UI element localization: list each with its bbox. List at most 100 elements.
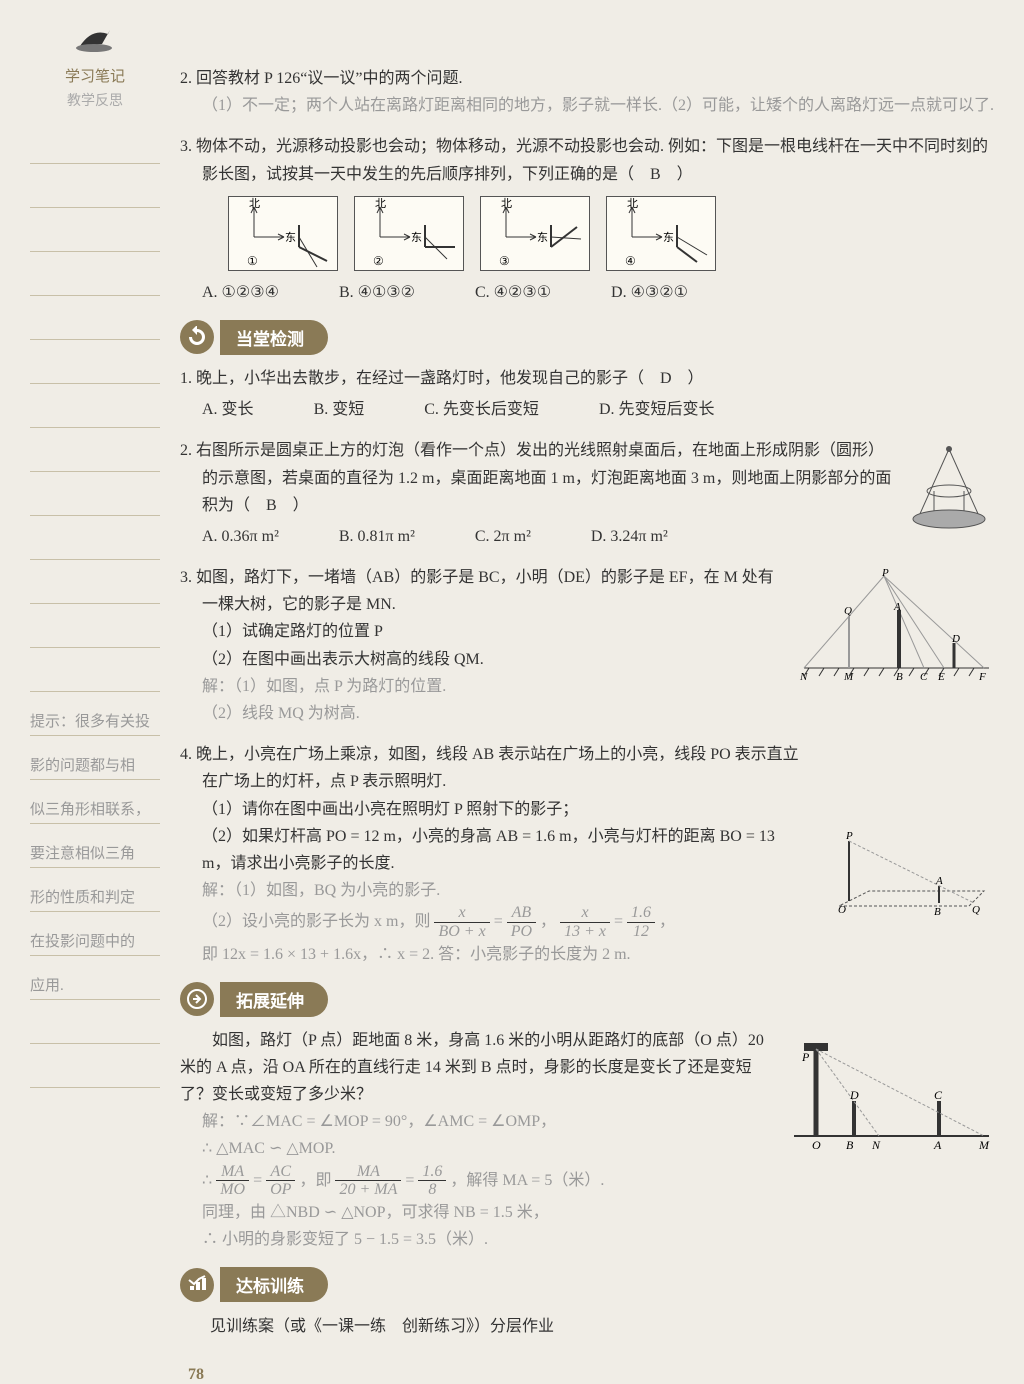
svg-text:D: D [849,1088,859,1102]
svg-text:M: M [843,671,854,683]
opt-b: B. ④①③② [339,279,415,306]
q-num: 4. [180,746,192,763]
solution: （2）线段 MQ 为树高. [202,700,994,727]
sidebar: 学习笔记 教学反思 提示：很多有关投影的问题都与相似三角形相联系，要注意相似三角… [30,10,160,1384]
svg-text:东: 东 [285,231,296,244]
note-line [30,384,160,428]
wall-shadow-diagram: P Q A D N M B C E F [794,568,994,692]
note-line [30,1044,160,1088]
final-text: 见训练案（或《一课一练 创新练习》）分层作业 [210,1312,994,1336]
question-3: 3. 物体不动，光源移动投影也会动；物体移动，光源不动投影也会动. 例如：下图是… [180,133,994,306]
svg-text:④: ④ [625,254,636,268]
note-line: 在投影问题中的 [30,912,160,956]
shadow-diagram: 北 东 ③ [480,196,590,271]
svg-text:N: N [871,1138,881,1151]
note-line [30,648,160,692]
note-line [30,472,160,516]
svg-text:②: ② [373,254,384,268]
lamp-table-diagram [904,441,994,540]
q-text: 晚上，小亮在广场上乘凉，如图，线段 AB 表示站在广场上的小亮，线段 PO 表示… [196,746,799,790]
plaza-diagram: P O A B Q [814,831,994,940]
solution: 即 12x = 1.6 × 13 + 1.6x，∴ x = 2. 答：小亮影子的… [202,941,994,968]
note-line: 要注意相似三角 [30,824,160,868]
section-header-2: 拓展延伸 [180,982,994,1017]
svg-text:D: D [951,633,960,645]
svg-text:F: F [978,671,986,683]
shadow-diagram: 北 东 ① [228,196,338,271]
main-content: 2. 回答教材 P 126“议一议”中的两个问题. （1）不一定；两个人站在离路… [180,10,994,1384]
note-line [30,516,160,560]
svg-text:E: E [937,671,945,683]
note-line [30,340,160,384]
svg-text:B: B [896,671,903,683]
note-line [30,164,160,208]
note-line: 应用. [30,956,160,1000]
shadow-diagram: 北 东 ④ [606,196,716,271]
note-line [30,428,160,472]
note-line [30,1000,160,1044]
sidebar-title: 学习笔记 [30,65,160,86]
q-num: 1. [180,370,192,387]
opt-c: C. 先变长后变短 [424,396,539,423]
chart-icon [180,1268,214,1302]
note-line: 似三角形相联系， [30,780,160,824]
q-text: 右图所示是圆桌正上方的灯泡（看作一个点）发出的光线照射桌面后，在地面上形成阴影（… [196,442,891,513]
section-title: 达标训练 [220,1267,328,1302]
shadow-diagram: 北 东 ② [354,196,464,271]
sub-question: （1）请你在图中画出小亮在照明灯 P 照射下的影子； [202,796,994,823]
opt-d: D. 先变短后变长 [599,396,715,423]
section-title: 拓展延伸 [220,982,328,1017]
q-num: 3. [180,138,192,155]
q-text: 如图，路灯下，一堵墙（AB）的影子是 BC，小明（DE）的影子是 EF，在 M … [196,569,774,613]
svg-text:N: N [799,671,808,683]
svg-text:东: 东 [411,231,422,244]
svg-text:O: O [812,1138,821,1151]
svg-text:东: 东 [537,231,548,244]
note-line [30,120,160,164]
svg-text:B: B [934,906,941,918]
opt-a: A. 变长 [202,396,254,423]
refresh-icon [180,320,214,354]
opt-c: C. 2π m² [475,523,531,550]
note-line: 形的性质和判定 [30,868,160,912]
opt-d: D. 3.24π m² [591,523,668,550]
note-line [30,208,160,252]
svg-text:P: P [881,568,889,579]
test-1: 1. 晚上，小华出去散步，在经过一盏路灯时，他发现自己的影子（ D ） A. 变… [180,365,994,423]
opt-b: B. 变短 [314,396,365,423]
page-number: 78 [188,1366,994,1384]
streetlight-diagram: P O B N A M D C [784,1031,994,1160]
note-line [30,296,160,340]
q-text: 晚上，小华出去散步，在经过一盏路灯时，他发现自己的影子（ D ） [196,370,704,387]
opt-d: D. ④③②① [611,279,688,306]
note-line [30,560,160,604]
q-num: 3. [180,569,192,586]
svg-text:A: A [893,601,901,613]
svg-text:B: B [846,1138,854,1151]
question-2: 2. 回答教材 P 126“议一议”中的两个问题. （1）不一定；两个人站在离路… [180,65,994,119]
opt-c: C. ④②③① [475,279,551,306]
q-num: 2. [180,442,192,459]
arrow-right-icon [180,982,214,1016]
q-text: 物体不动，光源移动投影也会动；物体移动，光源不动投影也会动. 例如：下图是一根电… [196,138,988,182]
svg-text:北: 北 [375,197,386,210]
svg-text:M: M [978,1138,990,1151]
svg-text:A: A [935,875,943,887]
svg-text:P: P [801,1050,810,1064]
test-4: P O A B Q 4. 晚上，小亮在广场上乘凉，如图，线段 AB 表示站在广场… [180,741,994,968]
note-line [30,252,160,296]
svg-text:北: 北 [501,197,512,210]
solution: ∴ 小明的身影变短了 5 − 1.5 = 3.5（米）. [202,1226,994,1253]
svg-text:东: 东 [663,231,674,244]
q-answer: （1）不一定；两个人站在离路灯距离相同的地方，影子就一样长.（2）可能，让矮个的… [202,92,994,119]
sidebar-subtitle: 教学反思 [30,90,160,110]
svg-text:C: C [920,671,928,683]
svg-text:北: 北 [627,197,638,210]
section-title: 当堂检测 [220,320,328,355]
test-3: P Q A D N M B C E F 3. 如图，路灯下，一堵墙（AB）的影子… [180,564,994,727]
svg-text:C: C [934,1088,943,1102]
svg-text:P: P [845,831,853,842]
q-num: 2. [180,70,192,87]
svg-text:O: O [838,904,846,916]
section-header-3: 达标训练 [180,1267,994,1302]
